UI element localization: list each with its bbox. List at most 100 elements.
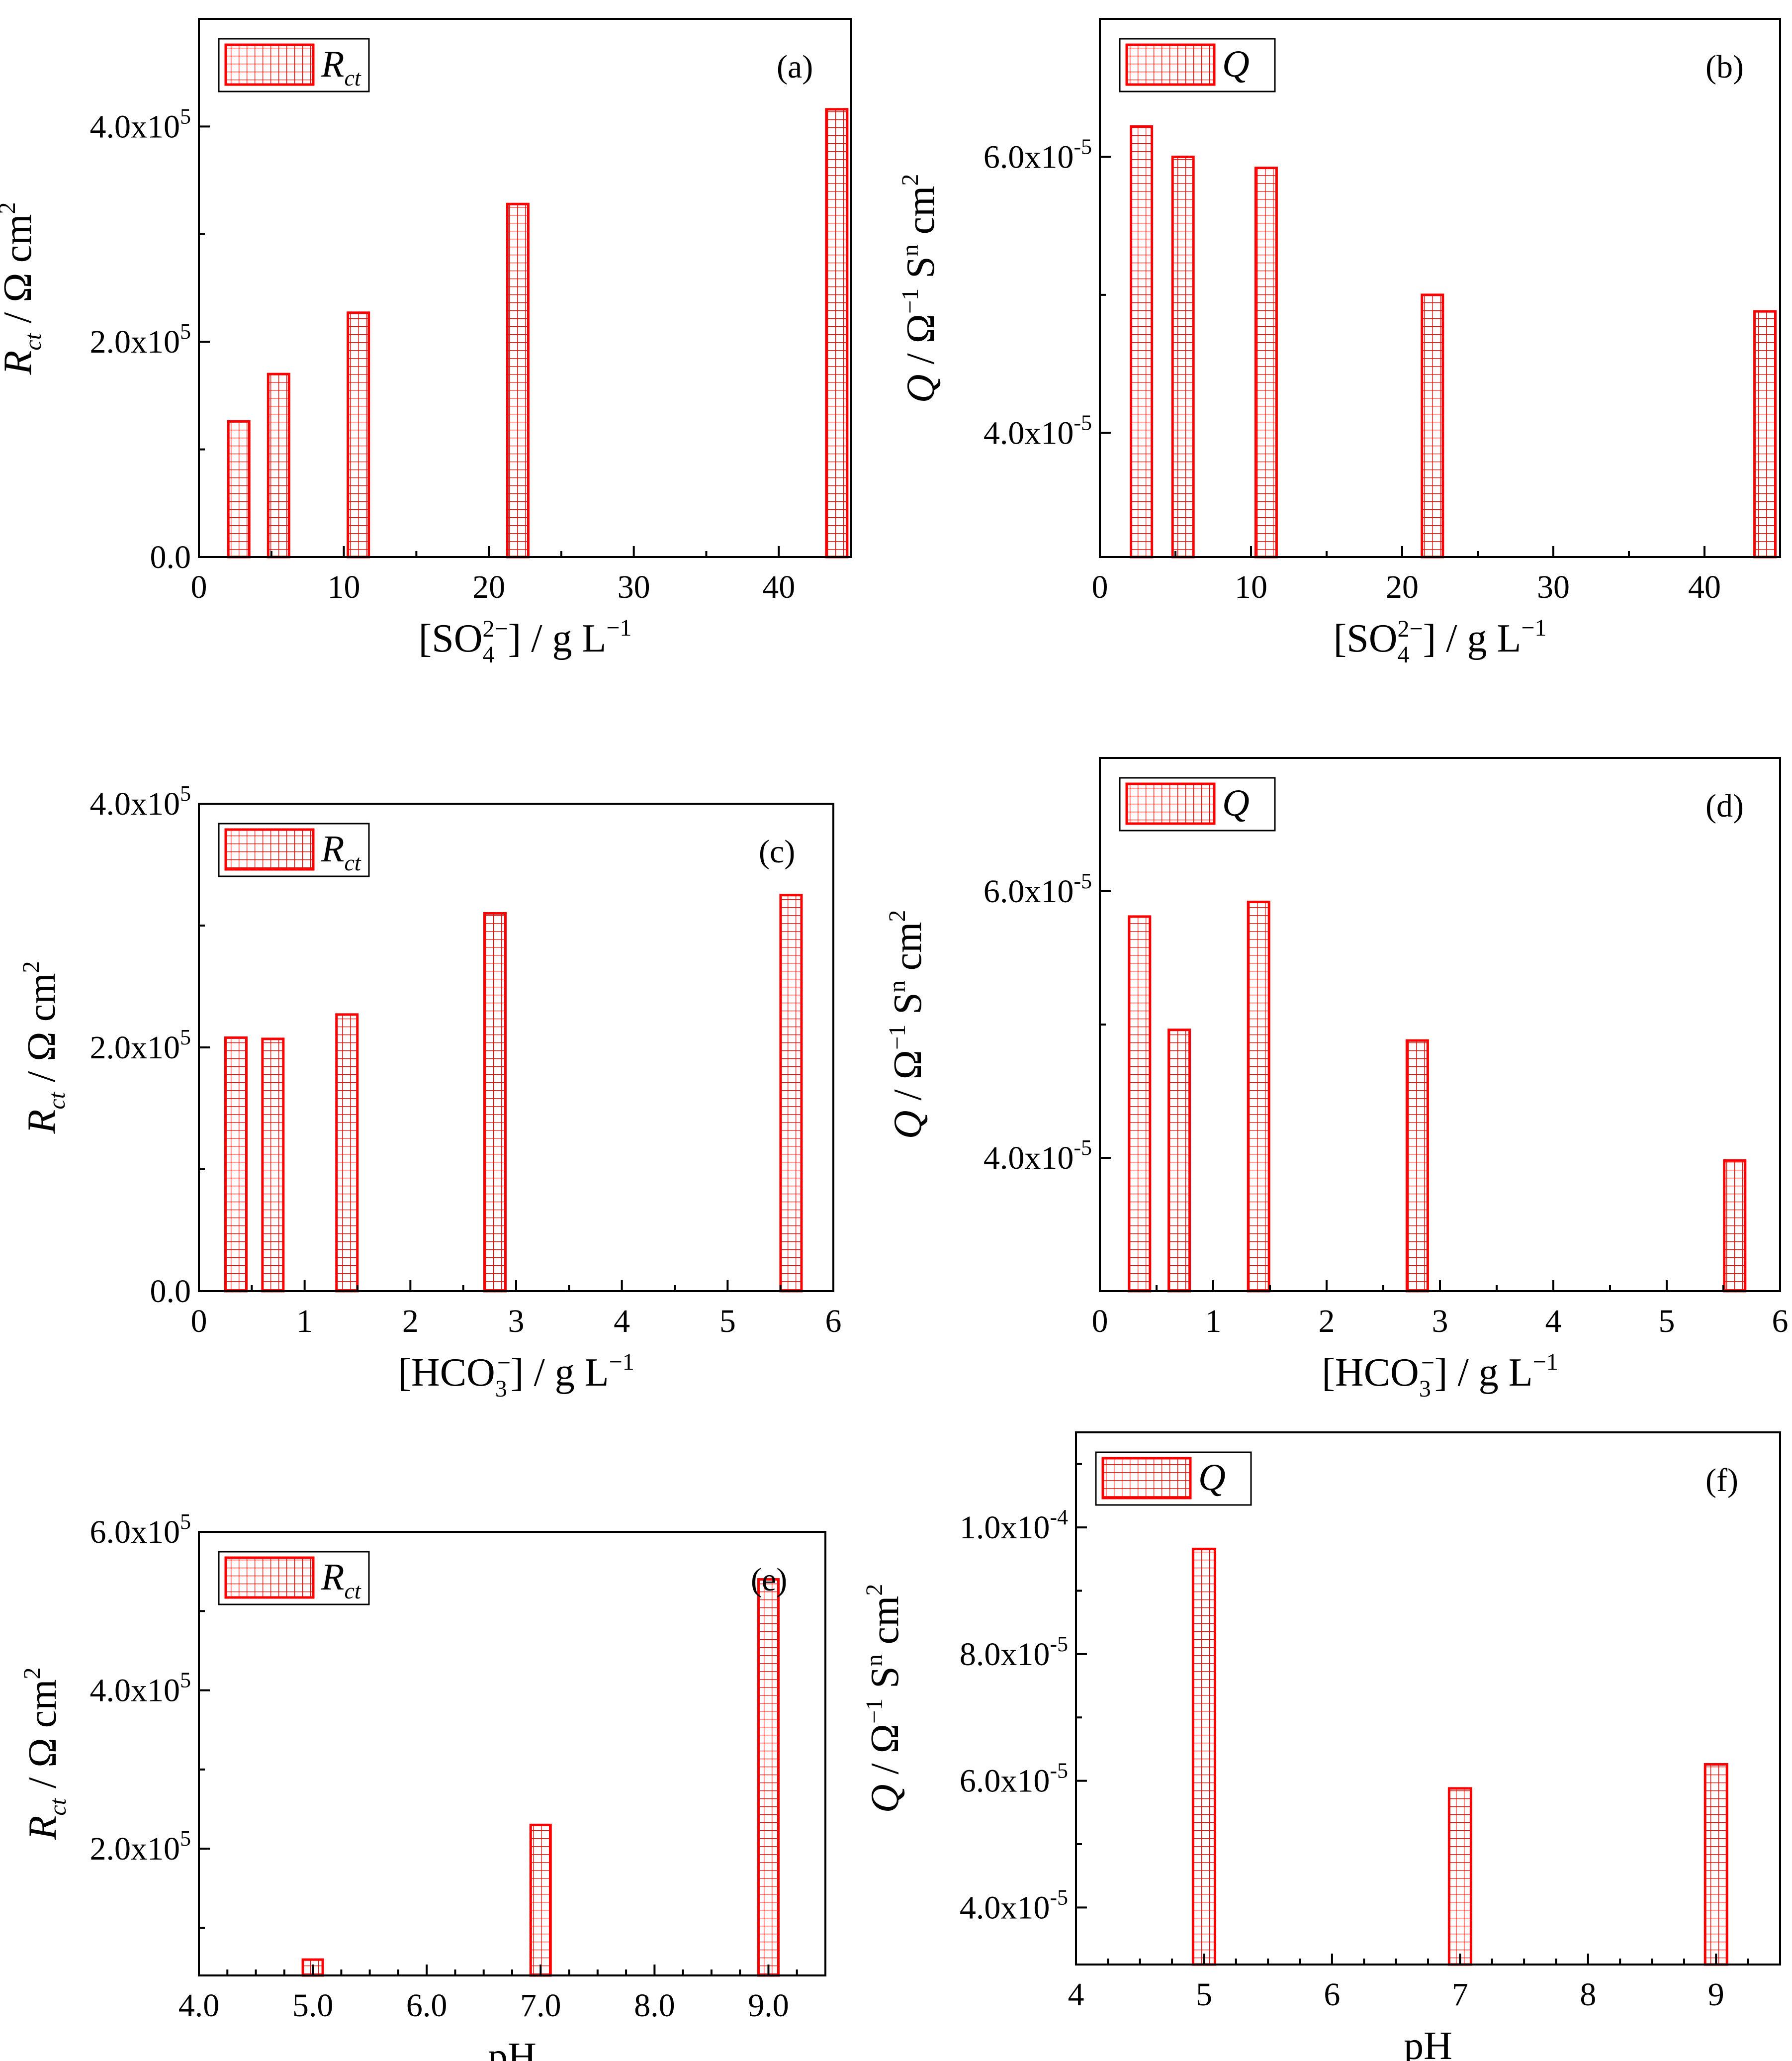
y-axis-title: Rct / Ω cm2 [18, 961, 70, 1134]
bar [227, 420, 251, 559]
x-tick-label: 2 [402, 1303, 419, 1339]
legend-swatch [224, 828, 315, 871]
x-axis-title: [HCO3−] / g L−1 [1322, 1349, 1558, 1402]
panel-label: (a) [777, 49, 813, 85]
x-axis-title: [SO42−] / g L−1 [419, 615, 632, 668]
x-tick-label: 2 [1319, 1303, 1335, 1339]
y-tick-label: 4.0x10-5 [984, 410, 1092, 451]
bar [1723, 1159, 1747, 1293]
x-tick-label: 9 [1708, 1976, 1724, 2013]
plot-frame [1075, 1431, 1781, 1966]
legend-swatch [224, 43, 315, 86]
x-tick-label: 30 [1537, 569, 1570, 605]
x-tick-label: 10 [1235, 569, 1267, 605]
x-tick-label: 20 [1386, 569, 1419, 605]
y-tick-label: 6.0x10-5 [960, 1759, 1068, 1799]
bar [224, 1036, 248, 1293]
y-tick-label: 4.0x10-5 [984, 1135, 1092, 1176]
bar [1254, 167, 1278, 559]
bar [335, 1013, 359, 1293]
plot-frame [198, 18, 852, 558]
x-tick-label: 5.0 [292, 1987, 334, 2024]
bar [529, 1823, 552, 1977]
chart-panel-f: 4 5 6 7 8 9 4.0x10-5 6.0x10-5 8.0x10-5 1.0x10-4 (f… [861, 1431, 1781, 2061]
x-tick-label: 6.0 [406, 1987, 448, 2024]
legend-label: Rct [321, 1556, 361, 1603]
x-tick-label: 1 [1205, 1303, 1222, 1339]
y-axis-title: Q / Ω−1 Sn cm2 [897, 174, 943, 403]
y-tick-label: 4.0x105 [90, 104, 191, 145]
x-tick-label: 7 [1452, 1976, 1468, 2013]
y-tick-label: 6.0x10-5 [984, 869, 1092, 910]
x-axis-title: [HCO3−] / g L−1 [398, 1349, 634, 1402]
x-tick-label: 6 [1772, 1303, 1789, 1339]
x-tick-label: 4 [1068, 1976, 1084, 2013]
y-tick-label: 0.0 [150, 1273, 191, 1310]
legend-label: Q [1222, 782, 1250, 824]
legend-label: Q [1222, 43, 1250, 85]
y-axis-title: Rct / Ω cm2 [0, 202, 46, 375]
y-tick-label: 2.0x105 [90, 1826, 191, 1867]
y-tick-label: 4.0x105 [90, 781, 191, 822]
bar [779, 894, 803, 1293]
bar [1191, 1547, 1216, 1966]
panel-label: (d) [1705, 788, 1744, 824]
x-tick-label: 0 [191, 569, 207, 605]
y-tick-label: 0.0 [150, 539, 191, 575]
x-tick-label: 10 [328, 569, 360, 605]
x-axis-title: [SO42−] / g L−1 [1334, 615, 1547, 668]
legend-label: Rct [321, 828, 361, 875]
legend-label: Q [1198, 1457, 1226, 1499]
x-tick-label: 3 [508, 1303, 525, 1339]
x-tick-label: 4 [614, 1303, 630, 1339]
x-tick-label: 20 [472, 569, 505, 605]
legend-swatch [1125, 782, 1216, 825]
x-tick-label: 6 [1324, 1976, 1340, 2013]
chart-panel-a: 0 10 20 30 40 0.0 2.0x105 4.0x105 (a) Rct [SO42−] … [0, 18, 852, 668]
plot-frame [1099, 757, 1781, 1292]
panel-label: (b) [1705, 49, 1744, 85]
chart-panel-b: 0 10 20 30 40 4.0x10-5 6.0x10-5 (b) Q [SO42−] / g… [897, 18, 1781, 668]
bar [1247, 900, 1270, 1293]
y-axis-title: Rct / Ω cm2 [19, 1668, 71, 1841]
y-tick-label: 4.0x105 [90, 1668, 191, 1709]
bar [757, 1578, 780, 1977]
bar [1171, 155, 1195, 559]
y-tick-label: 1.0x10-4 [960, 1505, 1068, 1546]
x-axis-title: pH [488, 2035, 537, 2061]
bar [825, 108, 849, 559]
y-axis-title: Q / Ω−1 Sn cm2 [884, 910, 930, 1139]
x-tick-label: 9.0 [748, 1987, 789, 2024]
y-tick-label: 8.0x10-5 [960, 1632, 1068, 1673]
bar [1130, 125, 1154, 559]
x-tick-label: 0 [191, 1303, 207, 1339]
x-tick-label: 1 [296, 1303, 313, 1339]
x-tick-label: 40 [762, 569, 795, 605]
x-tick-label: 5 [719, 1303, 736, 1339]
x-tick-label: 8.0 [634, 1987, 675, 2024]
bar [1703, 1763, 1728, 1966]
legend-swatch [224, 1556, 315, 1599]
bar [1167, 1029, 1191, 1293]
x-tick-label: 30 [618, 569, 650, 605]
x-tick-label: 0 [1092, 569, 1108, 605]
legend-swatch [1125, 43, 1216, 86]
plot-frame [1099, 18, 1781, 558]
chart-panel-d: 0 1 2 3 4 5 6 4.0x10-5 6.0x10-5 (d) Q [HCO3−] / g L… [884, 757, 1789, 1402]
bar [1753, 310, 1777, 559]
y-tick-label: 2.0x105 [90, 319, 191, 360]
legend-label: Rct [321, 43, 361, 91]
x-tick-label: 40 [1688, 569, 1721, 605]
x-tick-label: 4.0 [179, 1987, 220, 2024]
panel-label: (c) [759, 834, 795, 870]
bar [1447, 1787, 1472, 1966]
x-tick-label: 4 [1545, 1303, 1562, 1339]
x-tick-label: 3 [1432, 1303, 1448, 1339]
bar [506, 202, 530, 559]
x-tick-label: 5 [1659, 1303, 1675, 1339]
bar [483, 912, 507, 1293]
y-tick-label: 6.0x105 [90, 1509, 191, 1550]
panel-label: (f) [1705, 1462, 1738, 1499]
bar [1421, 293, 1444, 559]
